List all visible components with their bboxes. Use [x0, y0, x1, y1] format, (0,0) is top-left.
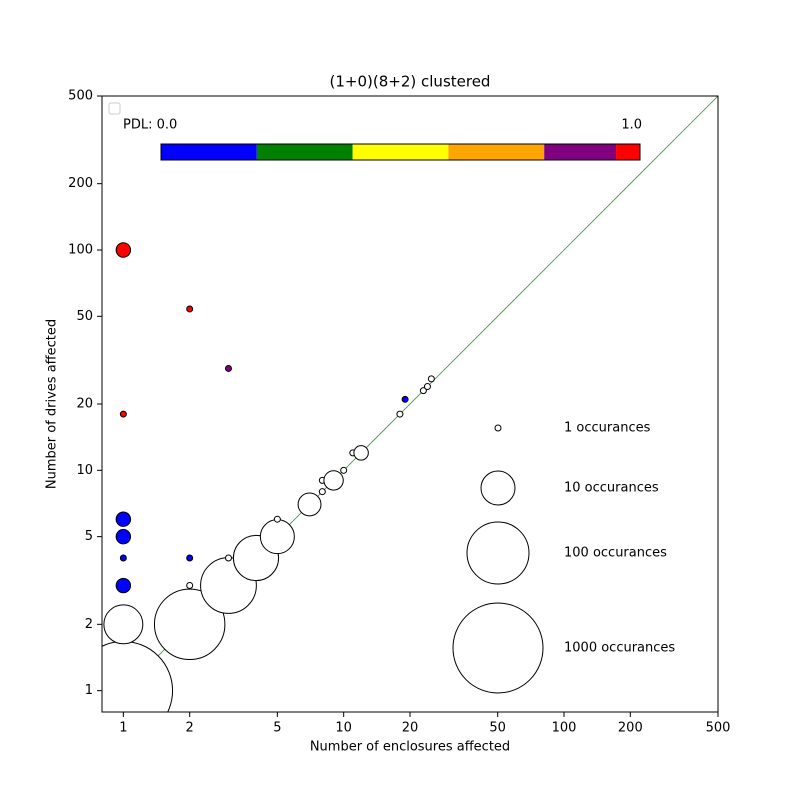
bubble	[153, 588, 226, 661]
x-axis-label: Number of enclosures affected	[310, 740, 510, 755]
bubble	[115, 577, 132, 594]
colorbar-segment	[161, 144, 257, 160]
y-tick-label: 5	[85, 529, 93, 544]
bubble	[115, 511, 132, 527]
bubble	[423, 383, 431, 391]
x-tick-label: 1	[119, 721, 127, 736]
y-tick-label: 100	[68, 243, 93, 258]
x-tick-label: 5	[273, 721, 281, 736]
size-legend-marker	[452, 602, 544, 694]
size-legend-label: 1 occurances	[564, 421, 651, 436]
colorbar-segment	[352, 144, 449, 160]
x-tick-label: 10	[335, 721, 352, 736]
x-tick-label: 50	[489, 721, 506, 736]
y-tick-label: 50	[76, 309, 93, 324]
bubble	[115, 528, 132, 545]
x-tick-label: 200	[618, 721, 643, 736]
x-tick-label: 100	[552, 721, 577, 736]
colorbar-min-label: PDL: 0.0	[123, 118, 177, 133]
y-tick-label: 200	[68, 176, 93, 191]
bubble	[186, 554, 194, 562]
y-tick-label: 2	[85, 617, 93, 632]
bubble	[318, 488, 326, 496]
y-tick-label: 20	[76, 397, 93, 412]
bubble	[186, 582, 194, 590]
y-tick-label: 10	[76, 463, 93, 478]
colorbar-segment	[256, 144, 353, 160]
bubble	[186, 305, 194, 313]
bubble	[119, 554, 127, 562]
bubble	[224, 554, 232, 562]
x-tick-label: 20	[402, 721, 419, 736]
y-tick-label: 1	[85, 683, 93, 698]
bubble	[353, 445, 369, 461]
size-legend-label: 1000 occurances	[564, 641, 675, 656]
empty-legend	[108, 102, 121, 115]
bubble	[401, 395, 409, 403]
size-legend-marker	[480, 470, 516, 506]
bubble	[224, 364, 232, 372]
bubble	[259, 519, 295, 555]
chart-title: (1+0)(8+2) clustered	[330, 73, 491, 91]
colorbar-segment	[616, 144, 640, 160]
colorbar-max-label: 1.0	[621, 118, 642, 133]
bubble	[103, 604, 144, 645]
bubble	[115, 242, 132, 258]
plot-area	[102, 96, 718, 712]
colorbar-segment	[448, 144, 545, 160]
bubble	[419, 387, 427, 395]
colorbar-segment	[544, 144, 617, 160]
bubble	[297, 492, 322, 517]
x-tick-label: 500	[706, 721, 731, 736]
bubble	[273, 515, 281, 523]
bubble	[396, 410, 404, 418]
x-tick-label: 2	[186, 721, 194, 736]
colorbar-frame	[160, 143, 641, 161]
size-legend-label: 100 occurances	[564, 546, 667, 561]
size-legend-marker	[494, 424, 502, 432]
bubble	[323, 470, 344, 491]
bubble	[119, 410, 127, 418]
size-legend-marker	[466, 521, 530, 585]
y-axis-label: Number of drives affected	[45, 319, 60, 489]
y-tick-label: 500	[68, 89, 93, 104]
size-legend-label: 10 occurances	[564, 481, 659, 496]
bubble	[340, 466, 348, 474]
bubble	[427, 375, 435, 383]
